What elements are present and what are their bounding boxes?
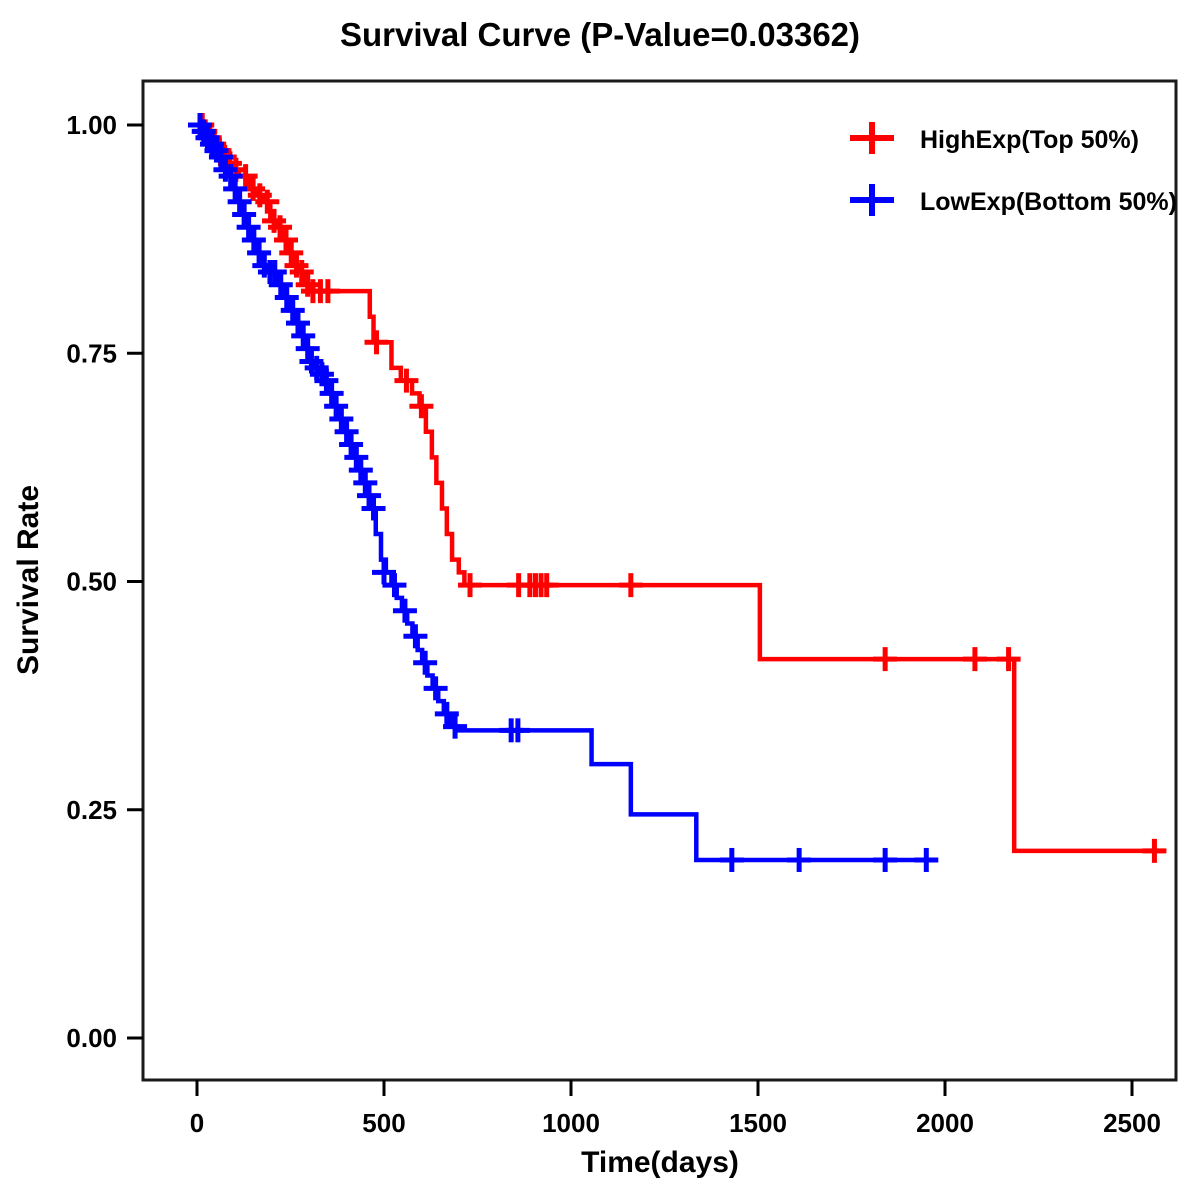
chart-legend: HighExp(Top 50%) LowExp(Bottom 50%) — [850, 122, 1177, 216]
y-tick-label-0.25: 0.25 — [66, 795, 117, 825]
y-tick-label-1.00: 1.00 — [66, 110, 117, 140]
x-tick-label-2500: 2500 — [1103, 1108, 1161, 1138]
plot-frame — [141, 79, 1178, 1082]
y-tick-label-0.00: 0.00 — [66, 1023, 117, 1053]
y-tick-label-0.50: 0.50 — [66, 567, 117, 597]
survival-series-group — [187, 113, 1167, 872]
x-axis-ticks — [195, 1080, 1134, 1096]
x-tick-label-500: 500 — [362, 1108, 405, 1138]
step-line — [197, 122, 1162, 854]
legend-label: HighExp(Top 50%) — [920, 126, 1139, 154]
page-title: Survival Curve (P-Value=0.03362) — [339, 16, 861, 53]
x-tick-label-1500: 1500 — [729, 1108, 787, 1138]
series-highexp — [190, 113, 1167, 863]
x-axis-tick-labels: 0 500 1000 1500 2000 2500 — [190, 1108, 1161, 1138]
legend-entry-highexp[interactable]: HighExp(Top 50%) — [850, 122, 1139, 154]
y-axis-ticks — [127, 123, 143, 1040]
y-axis-tick-labels: 0.00 0.25 0.50 0.75 1.00 — [66, 110, 117, 1053]
censor-marks — [190, 113, 1167, 863]
legend-entry-lowexp[interactable]: LowExp(Bottom 50%) — [850, 184, 1177, 216]
series-lowexp — [187, 113, 939, 872]
x-tick-label-1000: 1000 — [542, 1108, 600, 1138]
legend-label: LowExp(Bottom 50%) — [920, 188, 1177, 216]
y-axis-title: Survival Rate — [12, 485, 45, 675]
x-tick-label-2000: 2000 — [916, 1108, 974, 1138]
y-tick-label-0.75: 0.75 — [66, 338, 117, 368]
censor-marks — [187, 113, 939, 872]
x-tick-label-0: 0 — [190, 1108, 204, 1138]
step-line — [197, 122, 931, 863]
x-axis-title: Time(days) — [581, 1146, 739, 1179]
